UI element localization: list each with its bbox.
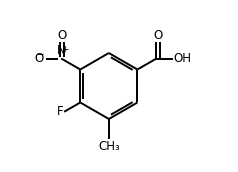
Text: −: − bbox=[36, 50, 45, 60]
Text: F: F bbox=[56, 105, 63, 118]
Text: +: + bbox=[61, 45, 69, 54]
Text: O: O bbox=[154, 29, 163, 42]
Text: N: N bbox=[57, 44, 66, 57]
Text: O: O bbox=[35, 52, 44, 65]
Text: O: O bbox=[57, 29, 66, 42]
Text: OH: OH bbox=[173, 52, 191, 65]
Text: CH₃: CH₃ bbox=[98, 140, 120, 153]
